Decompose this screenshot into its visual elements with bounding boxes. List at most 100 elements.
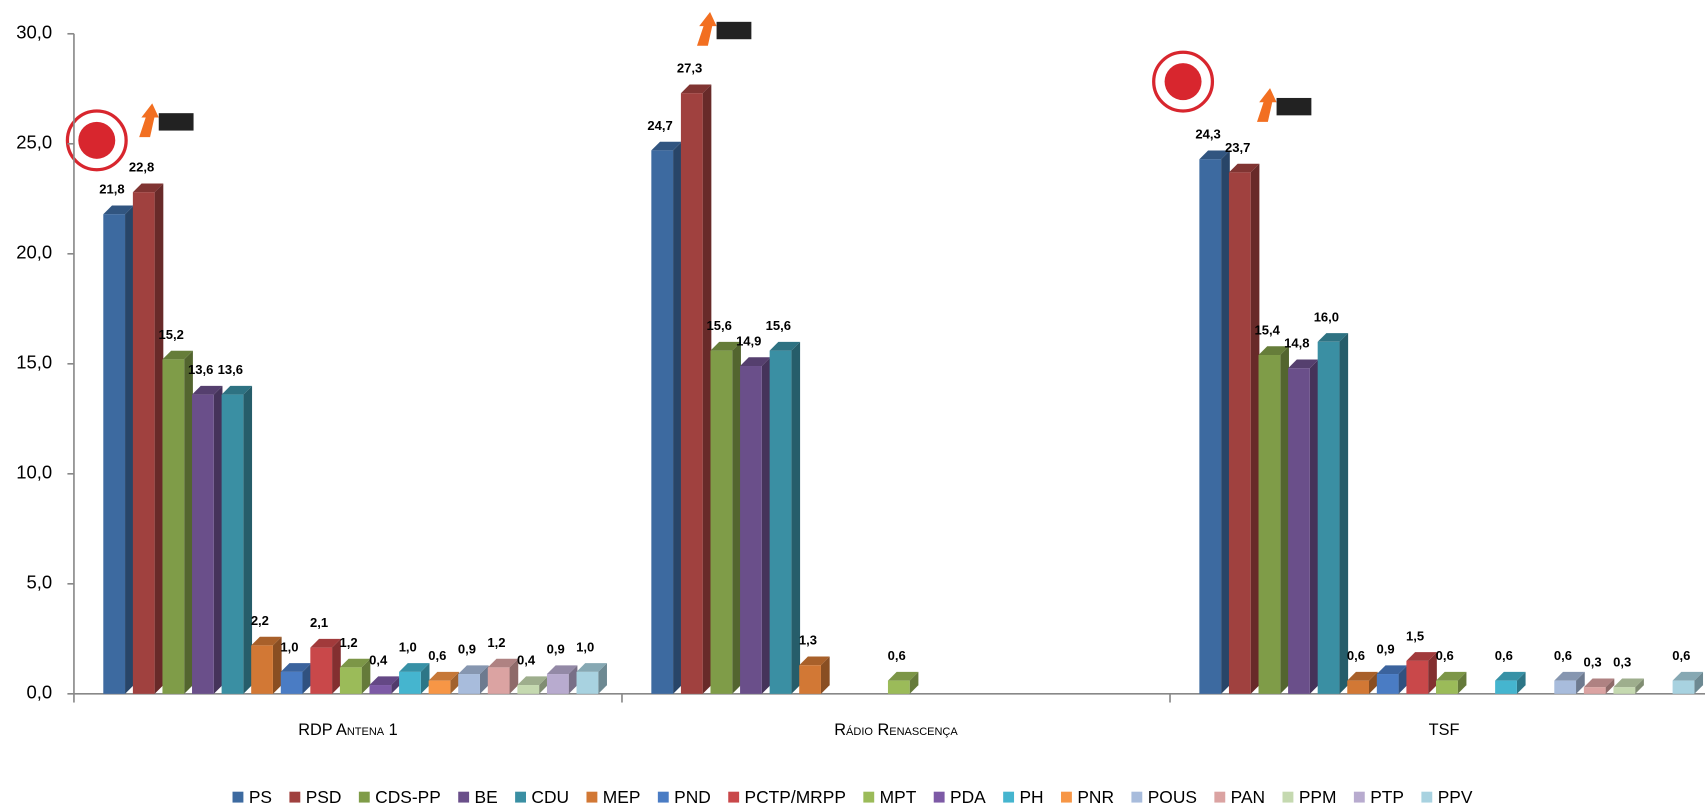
bar-top (546, 665, 578, 675)
value-label: 1,2 (340, 635, 358, 650)
value-label: 0,9 (1376, 642, 1394, 657)
bar-side (450, 671, 460, 694)
value-label: 0,6 (1436, 648, 1454, 663)
value-label: 1,3 (799, 633, 817, 648)
bar (162, 359, 185, 694)
bar-top (132, 183, 164, 193)
bar-top (1288, 359, 1319, 369)
bar (740, 366, 762, 694)
bar (192, 394, 214, 694)
bar (1554, 680, 1577, 694)
legend-swatch (1214, 791, 1226, 803)
bar-side (509, 658, 519, 694)
legend-label: PSD (306, 787, 342, 807)
legend-swatch (515, 791, 526, 803)
bar (103, 214, 126, 694)
bar-top (680, 84, 712, 94)
legend-swatch (1061, 791, 1072, 803)
bar-side (702, 84, 712, 694)
value-label: 0,3 (1584, 655, 1602, 670)
bar-side (1694, 671, 1704, 694)
value-label: 1,2 (487, 635, 505, 650)
legend-label: PAN (1231, 787, 1265, 807)
value-label: 22,8 (129, 160, 154, 175)
bar-top (799, 656, 830, 666)
bar-top (162, 350, 193, 360)
legend-swatch (1282, 791, 1294, 803)
bar-top (339, 658, 371, 668)
legend-label: PDA (950, 787, 986, 807)
bar-top (1406, 652, 1437, 661)
bar-top (192, 385, 223, 395)
bar-side (154, 183, 164, 694)
bar (799, 665, 821, 694)
bar (517, 685, 540, 694)
bar-side (1428, 652, 1437, 694)
legend-swatch (728, 791, 740, 803)
legend-swatch (1131, 791, 1143, 803)
value-label: 1,0 (280, 639, 298, 654)
value-label: 0,9 (458, 642, 476, 657)
value-label: 15,6 (766, 318, 791, 333)
bar (487, 667, 510, 694)
y-tick-label: 30,0 (16, 22, 52, 43)
bar (1672, 680, 1695, 694)
value-label: 1,0 (576, 639, 594, 654)
bar-side (732, 341, 741, 694)
x-tick-label: Rádio Renascença (834, 721, 958, 739)
value-label: 1,0 (399, 639, 417, 654)
bar-side (1221, 150, 1230, 694)
x-tick-label: TSF (1429, 721, 1460, 739)
value-label: 0,6 (888, 648, 906, 663)
legend-label: CDU (531, 787, 569, 807)
bar-top (1583, 678, 1615, 688)
bar-side (213, 385, 223, 694)
bar (399, 671, 421, 694)
value-label: 0,6 (428, 648, 446, 663)
bar (221, 394, 244, 694)
bar-side (539, 676, 548, 694)
bar-top (740, 357, 771, 367)
y-tick-label: 25,0 (16, 132, 52, 153)
legend-label: PPM (1299, 787, 1337, 807)
legend-swatch (458, 791, 470, 803)
y-tick-label: 15,0 (16, 352, 52, 373)
bar-side (673, 141, 682, 694)
value-label: 0,6 (1672, 648, 1690, 663)
psd-logo (139, 12, 1312, 138)
value-label: 2,1 (310, 615, 328, 630)
bar (546, 674, 569, 694)
value-label: 0,6 (1554, 648, 1572, 663)
bar-top (428, 671, 460, 681)
legend-label: PNR (1077, 787, 1114, 807)
bar-top (399, 663, 430, 672)
value-label: 0,4 (369, 653, 388, 668)
value-label: 0,4 (517, 653, 536, 668)
value-label: 1,5 (1406, 628, 1424, 643)
bar-top (1435, 671, 1467, 681)
legend-swatch (289, 791, 301, 803)
legend-label: POUS (1148, 787, 1197, 807)
bar-top (1672, 671, 1704, 681)
legend-swatch (586, 791, 598, 803)
value-label: 2,2 (251, 613, 269, 628)
bar (310, 647, 333, 694)
bar-top (1347, 671, 1378, 681)
bar-top (1376, 665, 1408, 675)
bar-side (568, 665, 578, 694)
value-label: 13,6 (218, 362, 243, 377)
bar-side (761, 357, 771, 694)
bar-side (302, 663, 312, 694)
legend-swatch (232, 791, 244, 803)
legend-label: PTP (1370, 787, 1404, 807)
value-label: 15,4 (1255, 323, 1281, 338)
bar-side (479, 665, 489, 694)
bar (887, 680, 910, 694)
y-tick-label: 20,0 (16, 242, 52, 263)
value-label: 21,8 (99, 182, 124, 197)
bar (680, 93, 703, 694)
bar-top (1554, 671, 1585, 681)
bar-side (391, 676, 400, 694)
bar-side (1369, 671, 1378, 694)
